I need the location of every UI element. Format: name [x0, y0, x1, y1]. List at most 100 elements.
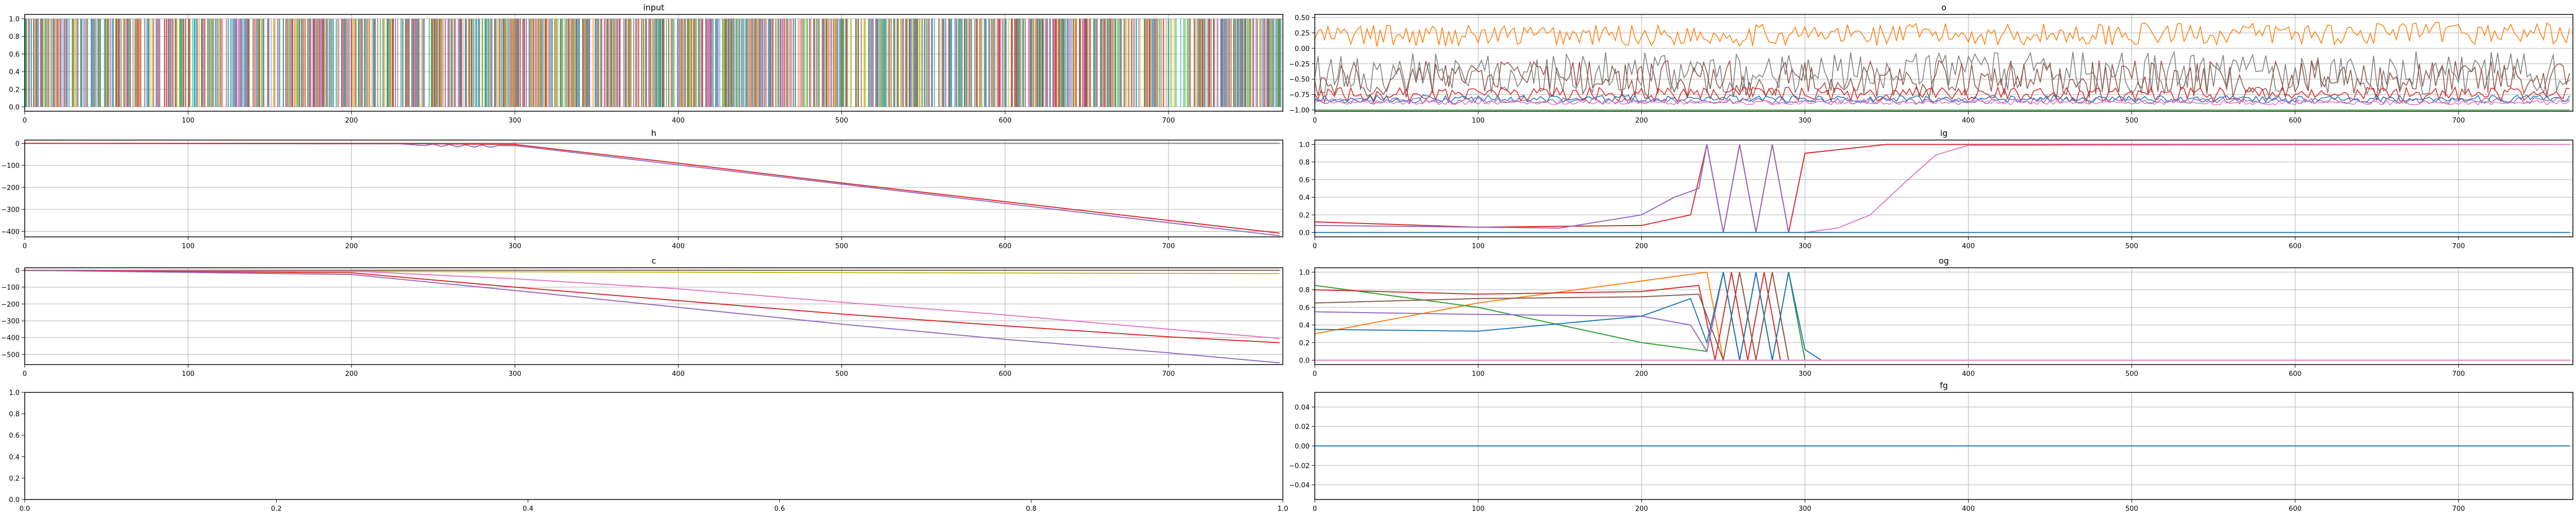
y-tick-label: 0: [15, 140, 20, 148]
series-line: [1315, 86, 2570, 104]
series-line: [1315, 272, 2570, 361]
x-tick-label: 1.0: [1278, 505, 1289, 513]
x-tick-label: 700: [2452, 505, 2465, 513]
x-tick-label: 300: [1799, 505, 1811, 513]
series-line: [1315, 144, 2570, 233]
x-tick-label: 300: [509, 117, 521, 125]
panel-title: fg: [1940, 381, 1948, 390]
series-group: [25, 143, 1280, 236]
y-tick-label: −0.04: [1289, 482, 1310, 490]
x-tick-label: 0.2: [271, 505, 282, 513]
y-tick-label: 0.0: [9, 496, 20, 504]
x-tick-label: 100: [1472, 370, 1485, 378]
panel-c: 0 100 200 300 400 500 600 700 0 −100 −200 −300 −400 −…: [1, 256, 1283, 378]
axes-frame: [1314, 267, 2573, 365]
x-tick-label: 100: [1472, 117, 1485, 125]
x-tick-label: 300: [1799, 117, 1811, 125]
x-tick-label: 0.8: [1026, 505, 1037, 513]
y-tick-label: −200: [1, 301, 20, 308]
y-tick-label: 1.0: [1299, 142, 1310, 149]
x-tick-label: 500: [835, 370, 848, 378]
x-tick-label: 200: [1635, 117, 1648, 125]
panel-title: o: [1941, 3, 1946, 12]
series-group: [25, 269, 1280, 364]
y-tick-label: −300: [1, 206, 20, 214]
panel-title: h: [651, 128, 656, 138]
series-line: [25, 143, 1280, 234]
x-tick-label: 600: [2289, 505, 2301, 513]
axes-frame: [1314, 14, 2573, 112]
x-tick-label: 200: [1635, 505, 1648, 513]
y-tick-label: 1.0: [9, 16, 20, 24]
y-tick-label: 0.8: [9, 33, 20, 41]
y-tick-label: 0.2: [1299, 212, 1310, 219]
y-tick-label: 0.2: [9, 475, 20, 482]
y-tick-label: −0.25: [1289, 61, 1310, 68]
y-tick-label: −500: [1, 351, 20, 359]
y-tick-label: 1.0: [1299, 269, 1310, 277]
x-tick-label: 500: [835, 117, 848, 125]
panel-o: 0 100 200 300 400 500 600 700 −1.00 −0.75 −0.50 −0.…: [1289, 3, 2573, 125]
y-tick-label: 0.04: [1295, 404, 1310, 411]
x-tick-label: 0: [1313, 243, 1317, 250]
y-tick-label: 0.6: [1299, 177, 1310, 184]
panel-title: ig: [1940, 128, 1948, 138]
y-tick-label: −400: [1, 335, 20, 342]
y-tick-label: −200: [1, 184, 20, 192]
x-tick-label: 700: [2452, 117, 2465, 125]
x-tick-label: 700: [2452, 243, 2465, 250]
x-tick-label: 300: [1799, 370, 1811, 378]
series-line: [25, 269, 1280, 343]
y-tick-label: 0.6: [9, 51, 20, 59]
panel-empty: 0.0 0.2 0.4 0.6 0.8 1.0 0.0 0.2 0.4 0.6 0.8 1.0: [9, 389, 1288, 513]
x-tick-label: 400: [1962, 370, 1975, 378]
x-tick-label: 600: [2289, 370, 2301, 378]
x-tick-label: 600: [998, 243, 1011, 250]
series-line: [1315, 144, 2570, 233]
x-tick-label: 0: [1313, 505, 1317, 513]
x-tick-label: 500: [2125, 243, 2138, 250]
x-tick-label: 0.6: [774, 505, 785, 513]
y-tick-label: 0.2: [1299, 339, 1310, 347]
series-line: [1315, 144, 2570, 233]
y-tick-label: −300: [1, 318, 20, 325]
x-tick-label: 300: [509, 243, 521, 250]
series-group: [1315, 22, 2570, 111]
y-tick-label: 0.6: [9, 432, 20, 440]
x-tick-label: 600: [998, 370, 1011, 378]
panel-title: input: [643, 3, 664, 12]
series-line: [25, 19, 1281, 107]
series-line: [25, 269, 1280, 339]
axes-frame: [1314, 140, 2573, 237]
x-tick-label: 700: [2452, 370, 2465, 378]
x-tick-label: 500: [2125, 505, 2138, 513]
x-tick-label: 400: [672, 117, 685, 125]
x-tick-label: 0.0: [20, 505, 30, 513]
x-tick-label: 300: [509, 370, 521, 378]
series-group: [25, 19, 1281, 107]
x-tick-label: 200: [345, 243, 358, 250]
x-tick-label: 100: [182, 117, 195, 125]
panel-og: 0 100 200 300 400 500 600 700 0.0 0.2 0.4 0.6 0.8 1.0…: [1299, 256, 2573, 378]
axes-frame: [24, 267, 1283, 365]
y-tick-label: 0.0: [1299, 357, 1310, 365]
x-tick-label: 700: [1162, 117, 1175, 125]
y-tick-label: 0.8: [1299, 287, 1310, 295]
x-tick-label: 700: [1162, 243, 1175, 250]
y-tick-label: 0: [15, 267, 20, 275]
y-tick-label: −0.75: [1289, 92, 1310, 99]
x-tick-label: 500: [2125, 117, 2138, 125]
y-tick-label: 1.0: [9, 389, 20, 397]
y-tick-label: −400: [1, 228, 20, 236]
series-line: [1315, 99, 2570, 106]
y-tick-label: 0.25: [1295, 30, 1310, 38]
x-tick-label: 200: [1635, 243, 1648, 250]
x-tick-label: 0: [23, 243, 27, 250]
panel-h: 0 100 200 300 400 500 600 700 0 −100 −200 −300 −400 h: [1, 128, 1283, 250]
x-tick-label: 0: [23, 117, 27, 125]
x-tick-label: 500: [835, 243, 848, 250]
panel-ig: 0 100 200 300 400 500 600 700 0.0 0.2 0.4 0.6 0.8 1.0…: [1299, 128, 2573, 250]
y-tick-label: −100: [1, 284, 20, 292]
y-tick-label: 0.0: [9, 104, 20, 111]
panel-title: c: [652, 256, 656, 266]
